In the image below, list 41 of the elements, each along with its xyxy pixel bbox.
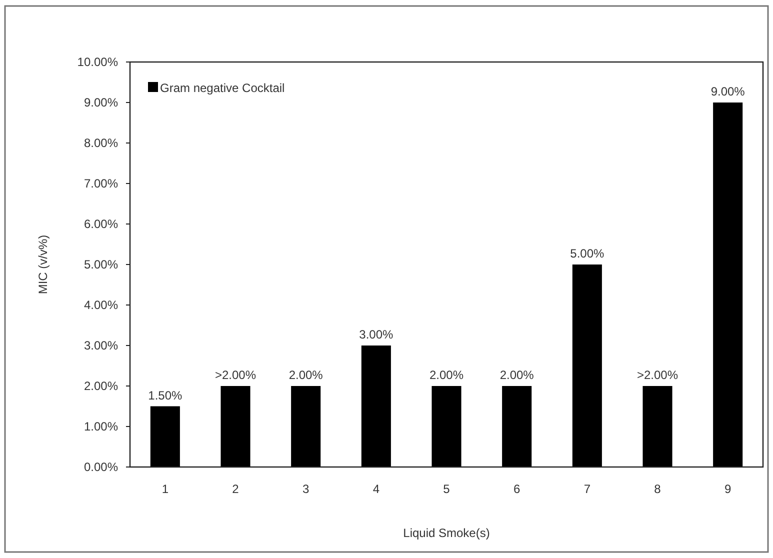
y-tick-label: 8.00%: [84, 136, 118, 150]
data-label: 2.00%: [500, 368, 534, 382]
x-axis-title: Liquid Smoke(s): [403, 526, 490, 540]
bar: [220, 386, 250, 467]
bar: [361, 346, 391, 467]
bar: [642, 386, 672, 467]
y-tick-label: 0.00%: [84, 460, 118, 474]
y-tick-label: 9.00%: [84, 96, 118, 110]
y-tick-label: 1.00%: [84, 420, 118, 434]
x-tick-label: 6: [513, 482, 520, 496]
data-label: >2.00%: [636, 368, 678, 382]
data-label: 9.00%: [710, 84, 746, 98]
data-label: 1.50%: [148, 388, 183, 402]
y-axis-title: MIC (v/v%): [36, 234, 50, 294]
bar: [572, 264, 602, 467]
y-tick-label: 4.00%: [84, 298, 118, 312]
x-tick-label: 2: [232, 482, 240, 496]
bar: [432, 386, 462, 467]
bar: [713, 102, 743, 467]
y-tick-label: 5.00%: [84, 258, 118, 272]
x-tick-label: 4: [372, 482, 380, 496]
y-tick-label: 10.00%: [77, 55, 118, 70]
x-tick-label: 1: [162, 482, 169, 496]
data-label: 2.00%: [429, 368, 464, 382]
x-tick-label: 3: [302, 482, 310, 496]
x-tick-label: 9: [724, 482, 732, 496]
x-tick-label: 7: [584, 482, 591, 496]
data-label: >2.00%: [214, 368, 256, 382]
data-label: 3.00%: [359, 328, 394, 342]
y-tick-label: 2.00%: [84, 379, 118, 394]
y-tick-label: 6.00%: [84, 217, 118, 232]
data-label: 2.00%: [288, 368, 324, 382]
x-tick-label: 8: [654, 482, 662, 496]
x-tick-label: 5: [443, 482, 450, 496]
data-label: 5.00%: [570, 246, 605, 260]
y-tick-label: 3.00%: [84, 338, 118, 353]
legend-label: Gram negative Cocktail: [160, 81, 285, 95]
bar: [150, 406, 180, 467]
bar: [502, 386, 532, 467]
bar: [291, 386, 321, 467]
y-tick-label: 7.00%: [84, 176, 118, 191]
